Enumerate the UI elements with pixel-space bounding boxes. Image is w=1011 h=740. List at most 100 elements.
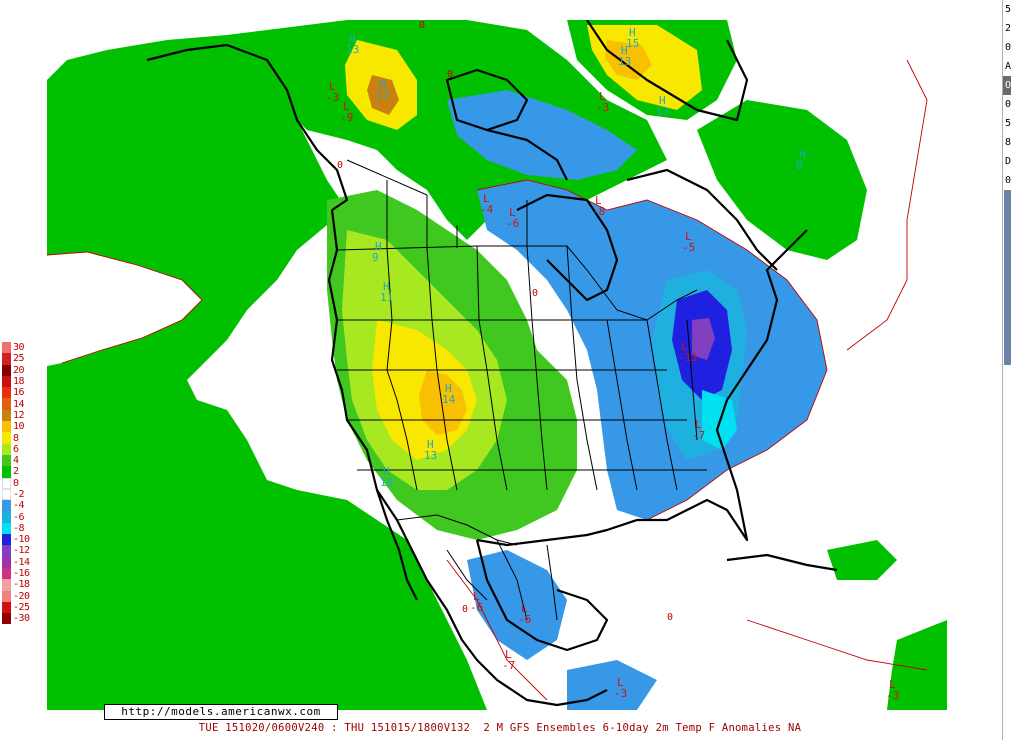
legend-swatch — [2, 590, 11, 602]
anomaly-region-mexico-cold — [467, 550, 567, 660]
anomaly-region-pacific-neutral — [47, 252, 202, 366]
side-panel-scrollbar[interactable] — [1004, 190, 1011, 365]
legend-label: 6 — [13, 443, 19, 455]
anomaly-region-central-america-cold — [567, 660, 657, 710]
legend-swatch — [2, 432, 11, 444]
high-marker: H — [383, 280, 390, 293]
legend-label: -14 — [13, 556, 30, 568]
contour-label: 0 — [667, 612, 673, 623]
side-panel-char: O — [1003, 76, 1011, 95]
legend-item: 16 — [2, 387, 35, 399]
legend-label: -20 — [13, 590, 30, 602]
high-value: 13 — [424, 449, 437, 462]
coastline-alaska — [146, 43, 349, 211]
legend-label: -16 — [13, 568, 30, 580]
low-value: -8 — [592, 205, 605, 218]
political-borders — [336, 159, 707, 621]
low-marker: L — [695, 418, 702, 431]
low-marker: L — [617, 676, 624, 689]
coastline-labrador — [626, 168, 778, 271]
anomaly-region-wyoming-hot — [419, 370, 467, 435]
coastline-greenland — [586, 20, 749, 122]
legend-swatch — [2, 500, 11, 512]
legend-label: 18 — [13, 376, 25, 388]
side-panel-char: 0 — [1005, 99, 1011, 110]
coastline-baja — [375, 489, 418, 601]
high-marker: H — [445, 382, 452, 395]
coastline-arctic-islands — [445, 68, 568, 181]
anomaly-region-atlantic-warm — [697, 100, 867, 260]
zero-contour — [446, 559, 548, 701]
legend-item: 12 — [2, 409, 35, 422]
high-value: 8 — [796, 159, 803, 172]
low-marker: L — [889, 678, 896, 691]
low-marker: L — [681, 340, 688, 353]
side-panel-char: A — [1005, 61, 1011, 72]
legend-label: 12 — [13, 409, 25, 421]
legend-item: -2 — [2, 488, 35, 501]
legend-label: 2 — [13, 466, 19, 478]
high-value: 13 — [656, 105, 669, 118]
legend-swatch — [2, 421, 11, 433]
legend-label: 20 — [13, 364, 25, 376]
coastlines — [146, 20, 838, 707]
high-value: 17 — [376, 89, 389, 102]
anomaly-region-yukon-core — [367, 75, 399, 115]
low-marker: L — [521, 602, 528, 615]
anomaly-map: 0 0 0 0 0 0 H 13 H 17 L -3 L -9 H 15 H 13 H 13 L -3 H 9 H 1… — [47, 20, 947, 710]
footer-caption: TUE 151020/0600V240 : THU 151015/1800V13… — [198, 722, 802, 734]
coastline-hudson — [516, 193, 619, 302]
legend-item: 10 — [2, 421, 35, 433]
low-value: -3 — [326, 91, 339, 104]
legend-swatch — [2, 353, 11, 365]
low-marker: L — [595, 194, 602, 207]
legend-item: -25 — [2, 601, 35, 614]
low-marker: L — [505, 648, 512, 661]
side-panel-char: 5 — [1005, 4, 1011, 15]
low-marker: L — [343, 100, 350, 113]
side-panel-char: 8 — [1005, 137, 1011, 148]
legend-item: -10 — [2, 534, 35, 546]
credit-url: http://models.americanwx.com — [104, 704, 338, 720]
contour-label: 0 — [419, 20, 425, 31]
legend-item: -12 — [2, 545, 35, 557]
side-panel-char: D — [1005, 156, 1011, 167]
legend-item: -20 — [2, 590, 35, 602]
legend-swatch — [2, 534, 11, 546]
anomaly-region-caribbean-warm — [827, 540, 897, 580]
low-marker: L — [509, 206, 516, 219]
legend-swatch — [2, 511, 11, 523]
map-canvas: 0 0 0 0 0 0 H13H17L-3L-9H15H13H13L-3H9H1… — [47, 20, 947, 710]
high-marker: H — [383, 465, 390, 478]
anomaly-region-pacific-warm — [47, 35, 487, 710]
low-value: -6 — [518, 613, 531, 626]
anomaly-region-new-england-core — [692, 318, 715, 360]
legend-label: 8 — [13, 432, 19, 444]
legend-item: 0 — [2, 477, 35, 489]
coastline-east — [715, 229, 808, 491]
legend-item: 25 — [2, 353, 35, 365]
high-value: 13 — [618, 55, 631, 68]
legend-item: 30 — [2, 342, 35, 354]
legend-item: -14 — [2, 556, 35, 568]
legend-item: 4 — [2, 454, 35, 467]
high-value: 10 — [380, 476, 393, 489]
low-marker: L — [599, 90, 606, 103]
legend-item: 14 — [2, 398, 35, 410]
zero-contour — [47, 251, 203, 364]
low-value: -7 — [692, 429, 705, 442]
legend-swatch — [2, 364, 11, 376]
legend-swatch — [2, 567, 11, 580]
border-canada-provinces — [346, 159, 528, 248]
legend-item: -30 — [2, 613, 35, 625]
legend-label: -6 — [13, 511, 25, 523]
legend-item: 20 — [2, 364, 35, 376]
legend-swatch — [2, 613, 11, 625]
legend-swatch — [2, 398, 11, 410]
legend-label: -2 — [13, 489, 25, 500]
legend-swatch — [2, 579, 11, 591]
legend-swatch — [2, 454, 11, 467]
legend-label: -12 — [13, 545, 30, 557]
